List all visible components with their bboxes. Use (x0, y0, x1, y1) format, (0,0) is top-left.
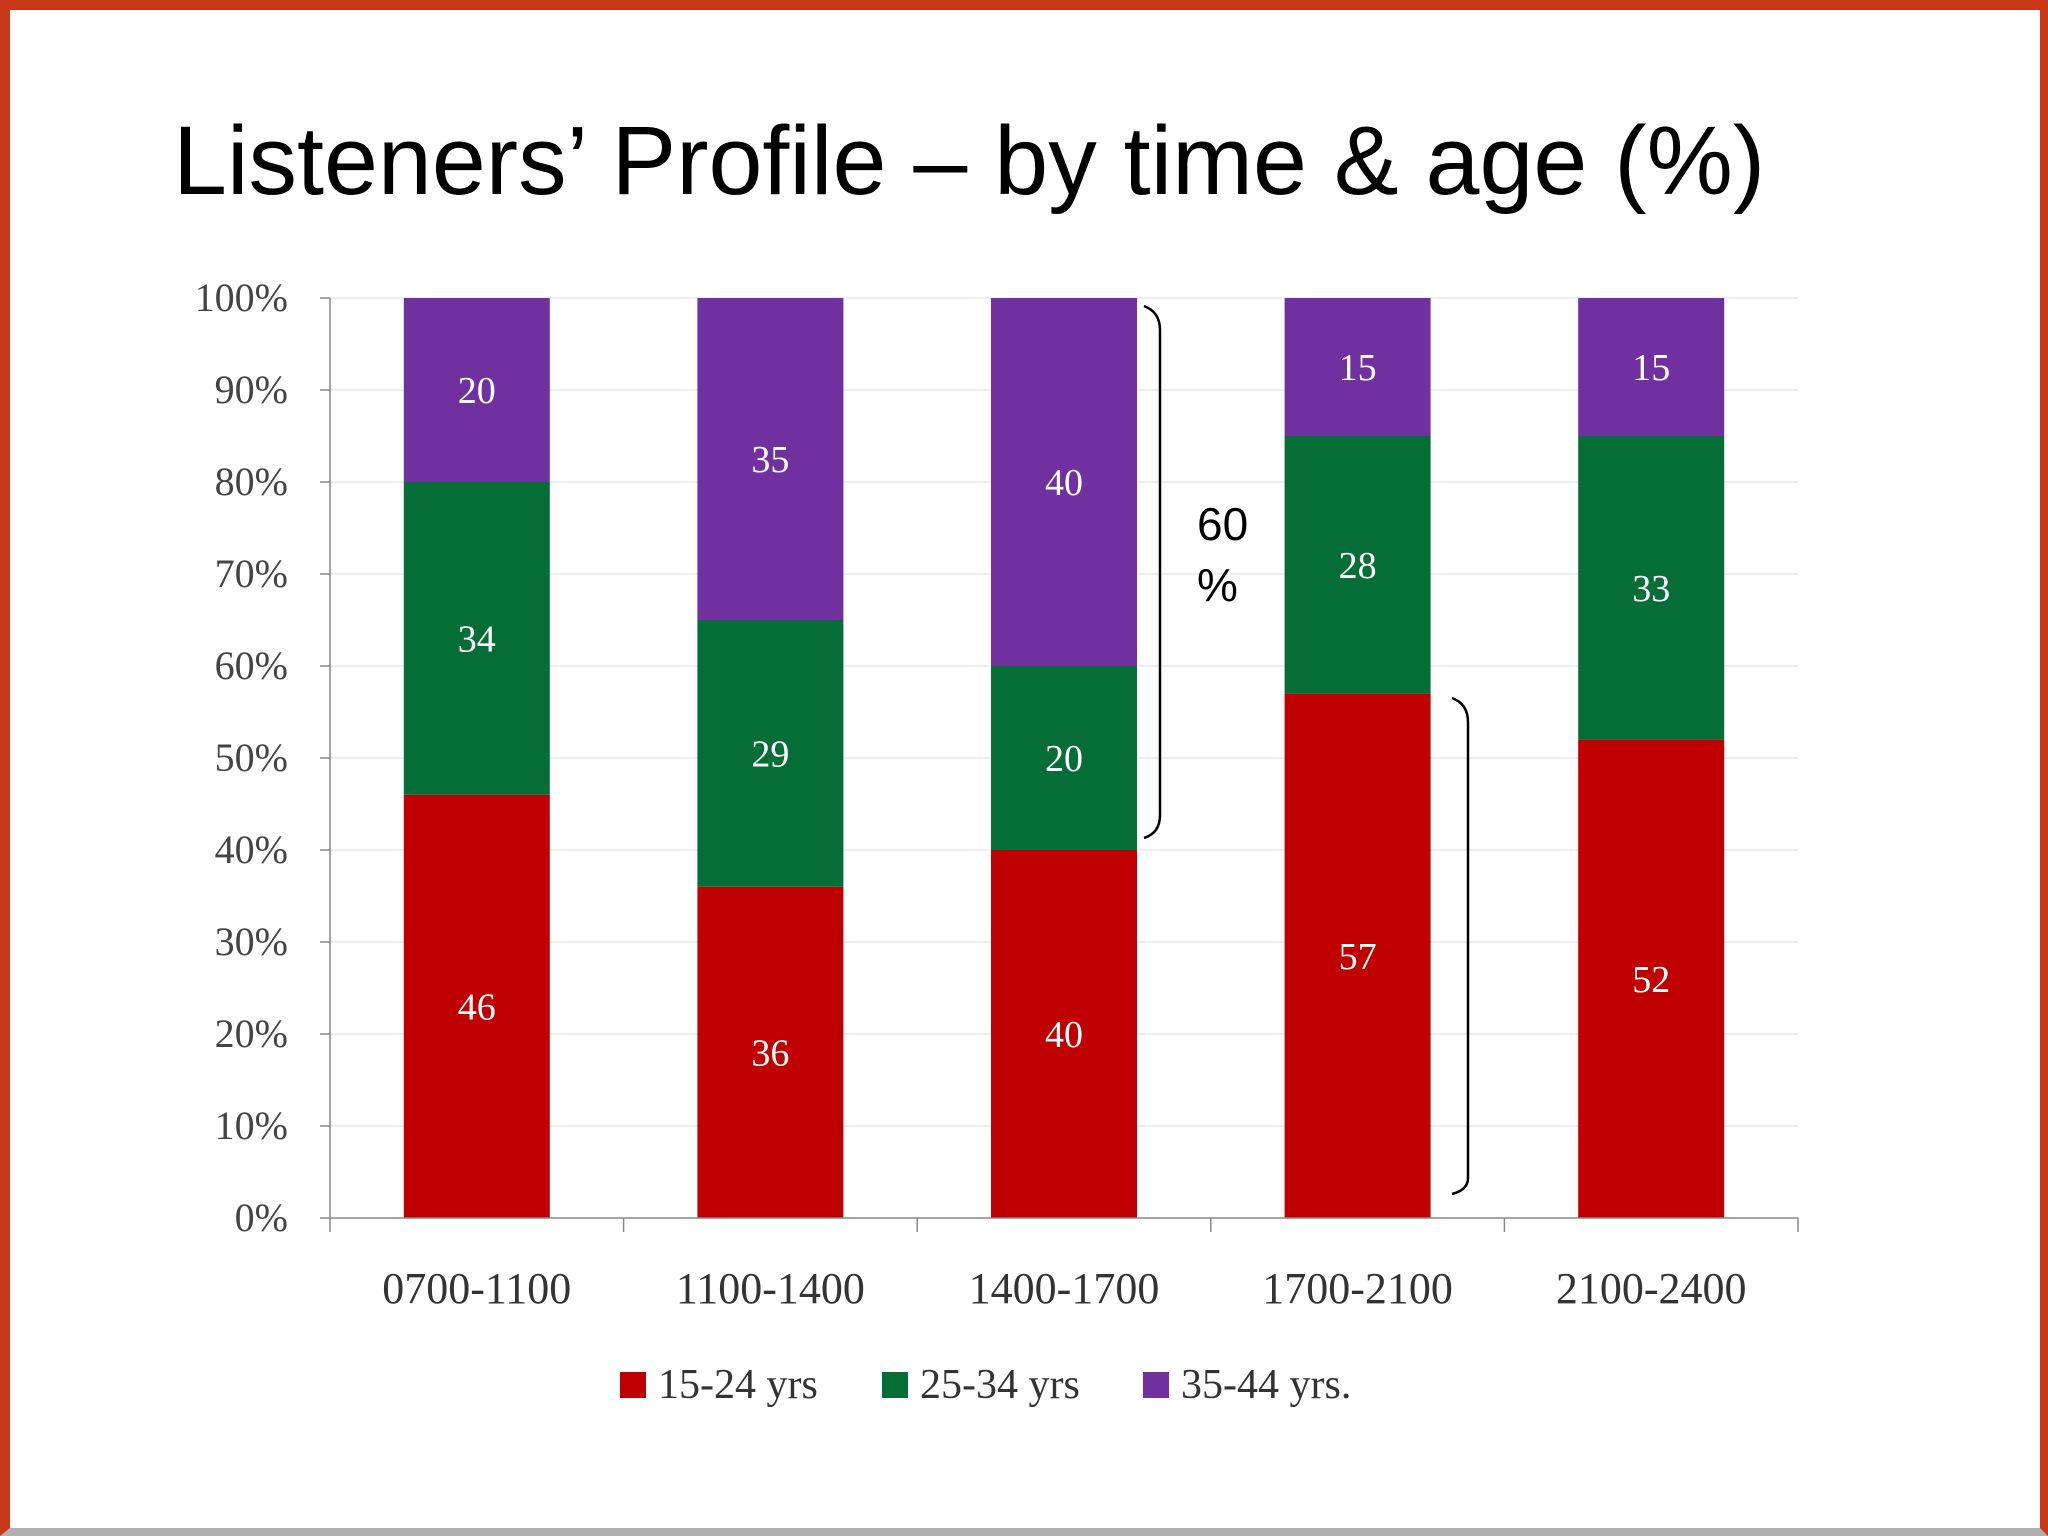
y-tick-label: 20% (215, 1011, 288, 1056)
data-label: 40 (1045, 462, 1083, 504)
data-label: 36 (751, 1032, 789, 1074)
data-labels: 46 34 20 36 29 35 40 20 40 57 28 15 52 33 15 (458, 347, 1670, 1074)
data-label: 52 (1632, 959, 1670, 1001)
data-label: 29 (751, 733, 789, 775)
bar-segment (697, 298, 844, 620)
axes: 0% 10% 20% 30% 40% 50% 60% 70% 80% 90% 100% 0700-11… (195, 275, 1799, 1313)
y-tick-label: 90% (215, 367, 288, 412)
data-label: 33 (1632, 568, 1670, 610)
x-tick-label: 1100-1400 (676, 1264, 865, 1313)
legend: 15-24 yrs 25-34 yrs 35-44 yrs. (620, 1362, 1351, 1408)
bar-segment (697, 620, 844, 887)
y-tick-label: 80% (215, 459, 288, 504)
bar-segment (1578, 739, 1725, 1218)
legend-swatch (882, 1372, 908, 1398)
bar-segment (697, 886, 844, 1218)
bar-segment (1578, 298, 1725, 436)
y-tick-label: 70% (215, 551, 288, 596)
y-tick-label: 50% (215, 735, 288, 780)
data-label: 46 (458, 986, 496, 1028)
data-label: 15 (1339, 347, 1377, 389)
data-label: 57 (1339, 936, 1377, 978)
y-tick-label: 100% (195, 275, 288, 320)
data-label: 28 (1339, 545, 1377, 587)
x-tick-label: 1400-1700 (969, 1264, 1160, 1313)
bar-segment (1578, 436, 1725, 740)
data-label: 15 (1632, 347, 1670, 389)
bars (403, 298, 1725, 1218)
x-tick-label: 1700-2100 (1262, 1264, 1453, 1313)
data-label: 34 (458, 618, 496, 660)
x-tick-label: 2100-2400 (1556, 1264, 1747, 1313)
data-label: 20 (458, 370, 496, 412)
y-tick-label: 40% (215, 827, 288, 872)
annotation-line1: 60 (1197, 498, 1248, 550)
bar-segment (991, 298, 1137, 666)
data-label: 35 (751, 439, 789, 481)
bar-segment (991, 666, 1137, 850)
y-tick-label: 10% (215, 1103, 288, 1148)
y-tick-label: 30% (215, 919, 288, 964)
legend-label: 35-44 yrs. (1181, 1362, 1351, 1408)
brace-bracket-upper (1143, 304, 1162, 840)
data-label: 40 (1045, 1014, 1083, 1056)
bar-segment (1284, 693, 1431, 1218)
brace-bracket-lower (1451, 696, 1470, 1196)
bar-segment (403, 298, 550, 482)
y-tick-label: 60% (215, 643, 288, 688)
bar-segment (991, 850, 1137, 1218)
bar-segment (403, 794, 550, 1218)
annotation-line2: % (1197, 559, 1238, 611)
y-tick-label: 0% (235, 1195, 288, 1240)
bar-segment (403, 482, 550, 795)
annotations: 60 % (1143, 304, 1470, 1196)
legend-label: 25-34 yrs (920, 1362, 1080, 1408)
legend-label: 15-24 yrs (658, 1362, 818, 1408)
x-tick-label: 0700-1100 (382, 1264, 571, 1313)
data-label: 20 (1045, 738, 1083, 780)
legend-swatch (1143, 1372, 1169, 1398)
bar-segment (1284, 298, 1431, 436)
slide-title: Listeners’ Profile – by time & age (%) (173, 106, 1766, 215)
legend-swatch (620, 1372, 646, 1398)
bar-segment (1284, 436, 1431, 694)
